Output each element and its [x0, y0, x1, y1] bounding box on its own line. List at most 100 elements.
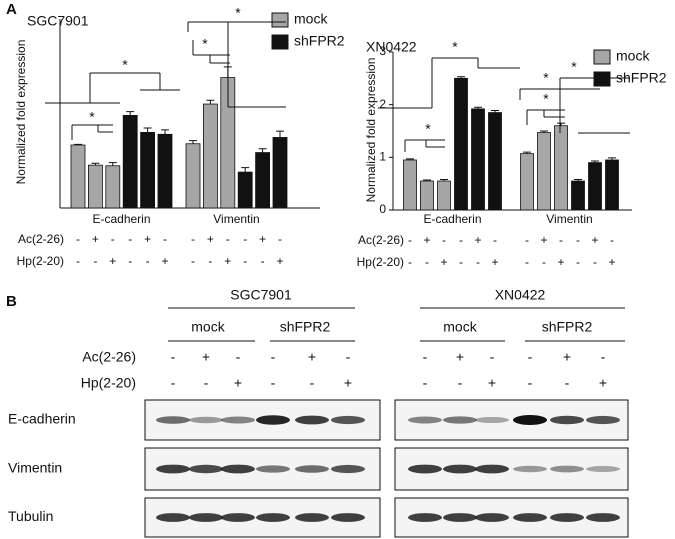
bar	[454, 77, 468, 211]
bar	[202, 103, 218, 209]
legend-label: shFPR2	[616, 70, 667, 86]
condition-label: Hp(2-20)	[17, 254, 64, 268]
condition-sign: -	[146, 254, 150, 268]
group-label: mock	[191, 319, 225, 335]
condition-sign: -	[559, 233, 563, 247]
condition-label: Ac(2-26)	[358, 233, 404, 247]
condition-label: Hp(2-20)	[81, 375, 136, 391]
y-tick-label: 3	[379, 44, 386, 58]
band	[475, 513, 509, 522]
y-tick-label: 1	[379, 150, 386, 164]
band	[295, 513, 329, 522]
condition-sign: -	[346, 349, 351, 365]
x-tick-label: E-cadherin	[92, 212, 150, 226]
band	[550, 465, 584, 473]
error-bar	[491, 109, 499, 113]
band	[475, 464, 509, 474]
x-tick-label: Vimentin	[546, 212, 592, 226]
error-bar	[276, 130, 284, 138]
error-bar	[557, 122, 565, 126]
error-bar	[423, 179, 431, 182]
bar	[105, 165, 121, 209]
bar	[554, 125, 568, 211]
condition-sign: -	[425, 255, 429, 269]
y-tick-label: 0	[379, 202, 386, 216]
condition-sign: -	[423, 349, 428, 365]
error-bar	[540, 130, 548, 133]
panel-label: B	[6, 293, 17, 310]
condition-sign: +	[491, 255, 498, 269]
condition-sign: -	[525, 233, 529, 247]
condition-sign: -	[525, 255, 529, 269]
condition-sign: -	[565, 375, 570, 391]
condition-sign: -	[576, 255, 580, 269]
condition-sign: -	[310, 375, 315, 391]
significance-mark: *	[235, 5, 241, 21]
blot-row-label: E-cadherin	[8, 411, 76, 427]
bar	[140, 131, 156, 209]
condition-sign: -	[76, 254, 80, 268]
error-bar	[574, 178, 582, 182]
bar	[185, 143, 201, 209]
condition-sign: -	[408, 255, 412, 269]
band	[408, 464, 442, 474]
error-bar	[608, 157, 616, 160]
band	[256, 513, 290, 522]
condition-sign: -	[226, 232, 230, 246]
bar	[122, 114, 138, 209]
condition-sign: +	[234, 375, 242, 391]
y-axis-label: Normalized fold expression	[364, 58, 378, 203]
significance-mark: *	[543, 70, 549, 86]
condition-sign: -	[204, 375, 209, 391]
band	[156, 513, 190, 522]
error-bar	[143, 127, 152, 133]
bar	[237, 171, 253, 209]
band	[443, 513, 477, 522]
condition-sign: -	[261, 254, 265, 268]
condition-sign: -	[111, 232, 115, 246]
error-bar	[457, 76, 465, 79]
band	[156, 416, 190, 424]
condition-sign: -	[243, 254, 247, 268]
x-tick-label: Vimentin	[213, 212, 259, 226]
condition-sign: +	[456, 349, 464, 365]
band	[256, 465, 290, 473]
error-bar	[161, 129, 169, 135]
bar	[605, 159, 619, 211]
condition-sign: -	[171, 349, 176, 365]
condition-sign: -	[493, 233, 497, 247]
band	[295, 415, 329, 425]
condition-label: Ac(2-26)	[18, 232, 64, 246]
band	[550, 513, 584, 522]
bar	[403, 159, 417, 211]
error-bar	[108, 162, 117, 166]
band	[475, 416, 509, 424]
condition-sign: +	[474, 233, 481, 247]
band	[156, 464, 190, 474]
condition-sign: +	[563, 349, 571, 365]
band	[221, 416, 255, 424]
band	[586, 513, 620, 522]
condition-sign: -	[128, 232, 132, 246]
condition-sign: -	[459, 255, 463, 269]
significance-mark: *	[202, 36, 208, 52]
condition-label: Ac(2-26)	[82, 349, 136, 365]
condition-sign: +	[224, 254, 231, 268]
condition-sign: -	[423, 375, 428, 391]
condition-sign: -	[191, 232, 195, 246]
band	[189, 464, 223, 474]
error-bar	[189, 140, 197, 144]
condition-sign: +	[440, 255, 447, 269]
band	[189, 513, 223, 522]
y-axis-label: Normalized fold expression	[14, 40, 28, 185]
chart-title: SGC7901	[27, 13, 89, 29]
bar	[70, 144, 86, 209]
significance-mark: *	[425, 121, 431, 137]
condition-sign: -	[208, 254, 212, 268]
band	[586, 415, 620, 425]
condition-label: Hp(2-20)	[357, 255, 404, 269]
group-label: mock	[443, 319, 477, 335]
band	[513, 465, 547, 473]
band	[221, 464, 255, 474]
